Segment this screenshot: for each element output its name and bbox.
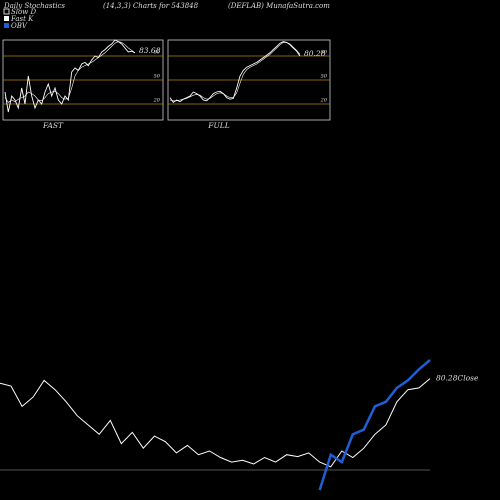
legend-label: OBV bbox=[11, 22, 28, 30]
y-tick-label: 50 bbox=[321, 74, 328, 80]
title: Daily Stochastics bbox=[3, 2, 65, 10]
line bbox=[4, 39, 136, 113]
y-tick-label: 20 bbox=[153, 98, 161, 104]
y-tick-label: 20 bbox=[320, 98, 328, 104]
line bbox=[0, 378, 431, 468]
panel-title: FAST bbox=[42, 121, 64, 130]
line bbox=[4, 41, 136, 103]
y-tick-label: 80 bbox=[321, 50, 328, 56]
y-tick-label: 80 bbox=[154, 50, 161, 56]
legend-swatch bbox=[3, 8, 10, 15]
panel-title: FULL bbox=[207, 121, 230, 130]
close-label: 80.28Close bbox=[436, 374, 479, 383]
line bbox=[318, 359, 431, 491]
y-tick-label: 50 bbox=[154, 74, 161, 80]
legend-label: Slow D bbox=[11, 8, 36, 16]
source: (DEFLAB) MunafaSutra.com bbox=[228, 2, 330, 10]
legend-swatch bbox=[4, 16, 9, 21]
value-label: 83.68 bbox=[139, 46, 161, 55]
subtitle: (14,3,3) Charts for 543848 bbox=[103, 2, 199, 10]
legend-swatch bbox=[4, 23, 9, 28]
value-label: 80.28 bbox=[304, 49, 326, 58]
legend-label: Fast K bbox=[10, 15, 34, 23]
line bbox=[169, 41, 301, 104]
line bbox=[169, 42, 301, 102]
